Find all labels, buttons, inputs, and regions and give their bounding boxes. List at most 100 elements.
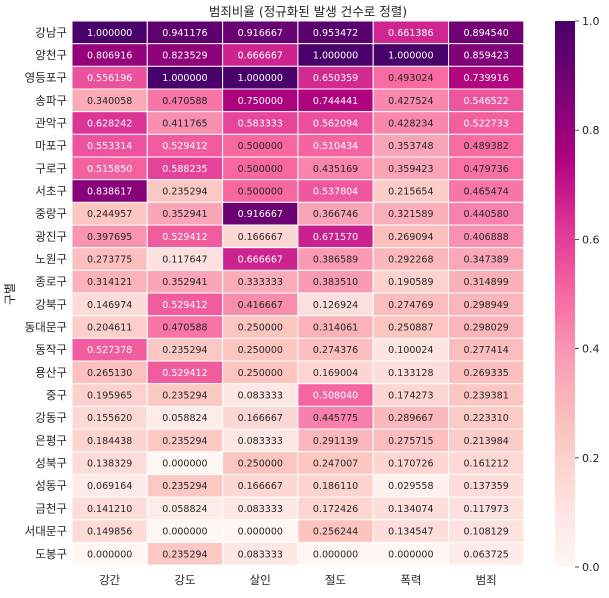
- cell-value-label: 0.321589: [388, 209, 433, 220]
- colorbar-tick-label: 0.2: [582, 452, 600, 465]
- cell-value-label: 0.500000: [238, 141, 283, 152]
- row-label: 동작구: [35, 343, 67, 357]
- cell-value-label: 0.588235: [162, 164, 207, 175]
- cell-value-label: 0.941176: [162, 28, 207, 39]
- cell-value-label: 0.117973: [463, 504, 508, 515]
- cell-value-label: 0.146974: [87, 300, 132, 311]
- cell-value-label: 0.650359: [313, 73, 358, 84]
- cell-value-label: 0.235294: [162, 391, 207, 402]
- cell-value-label: 0.583333: [238, 119, 283, 130]
- cell-value-label: 0.465474: [463, 187, 508, 198]
- cell-value-label: 0.117647: [162, 255, 207, 266]
- cell-value-label: 0.141210: [87, 504, 132, 515]
- cell-value-label: 0.859423: [463, 51, 508, 62]
- cell-value-label: 0.529412: [162, 368, 207, 379]
- colorbar-tick-label: 0.6: [582, 233, 600, 246]
- cell-value-label: 0.223310: [463, 413, 508, 424]
- cell-value-label: 0.894540: [463, 28, 508, 39]
- row-label: 중랑구: [35, 207, 67, 221]
- cell-value-label: 0.244957: [87, 209, 132, 220]
- cell-value-label: 0.161212: [463, 459, 508, 470]
- cell-value-label: 0.134547: [388, 527, 433, 538]
- cell-value-label: 0.239381: [463, 391, 508, 402]
- cell-value-label: 0.527378: [87, 345, 132, 356]
- heatmap-cell: [448, 541, 525, 566]
- colorbar-tick-label: 0.4: [582, 343, 600, 356]
- row-label: 송파구: [35, 93, 67, 107]
- cell-value-label: 0.273775: [87, 255, 132, 266]
- cell-value-label: 0.247007: [313, 459, 358, 470]
- column-label: 절도: [325, 573, 346, 587]
- colorbar-tick-label: 0.0: [582, 561, 600, 574]
- cell-value-label: 0.435169: [313, 164, 358, 175]
- cell-value-label: 0.806916: [87, 51, 132, 62]
- cell-value-label: 0.445775: [313, 413, 358, 424]
- cell-value-label: 0.427524: [388, 96, 433, 107]
- cell-value-label: 0.000000: [313, 549, 358, 560]
- cell-value-label: 0.291139: [313, 436, 358, 447]
- cell-value-label: 0.250000: [238, 459, 283, 470]
- cell-value-label: 0.134074: [388, 504, 433, 515]
- cell-value-label: 0.265130: [87, 368, 132, 379]
- row-label: 서초구: [35, 184, 67, 198]
- cell-value-label: 0.666667: [238, 255, 283, 266]
- row-label: 영등포구: [25, 71, 67, 85]
- cell-value-label: 0.546522: [463, 96, 508, 107]
- cell-value-label: 0.269335: [463, 368, 508, 379]
- cell-value-label: 0.083333: [238, 391, 283, 402]
- row-label: 노원구: [35, 252, 67, 266]
- cell-value-label: 0.500000: [238, 187, 283, 198]
- cell-value-label: 1.000000: [162, 73, 207, 84]
- cell-value-label: 0.274769: [388, 300, 433, 311]
- cell-value-label: 0.172426: [313, 504, 358, 515]
- cell-value-label: 0.529412: [162, 232, 207, 243]
- cell-value-label: 1.000000: [238, 73, 283, 84]
- cell-value-label: 0.838617: [87, 187, 132, 198]
- cell-value-label: 0.386589: [313, 255, 358, 266]
- cell-value-label: 0.235294: [162, 345, 207, 356]
- cell-value-label: 0.628242: [87, 119, 132, 130]
- column-labels: 강간 강도 살인 절도 폭력 범죄: [99, 573, 497, 587]
- cell-value-label: 0.347389: [463, 255, 508, 266]
- cell-value-label: 0.277414: [463, 345, 508, 356]
- cell-value-label: 0.522733: [463, 119, 508, 130]
- row-label: 강북구: [35, 297, 67, 311]
- cell-value-label: 0.235294: [162, 187, 207, 198]
- cell-value-label: 0.537804: [313, 187, 358, 198]
- cell-value-label: 0.138329: [87, 459, 132, 470]
- cell-value-label: 0.333333: [238, 277, 283, 288]
- row-label: 성북구: [35, 456, 67, 470]
- cell-value-label: 0.823529: [162, 51, 207, 62]
- cell-value-label: 0.137359: [463, 481, 508, 492]
- cell-value-label: 1.000000: [388, 51, 433, 62]
- row-label: 구로구: [35, 161, 67, 175]
- cell-value-label: 0.250000: [238, 368, 283, 379]
- cell-value-label: 0.340058: [87, 96, 132, 107]
- cell-value-label: 0.428234: [388, 119, 433, 130]
- cell-value-label: 0.289667: [388, 413, 433, 424]
- cell-value-label: 0.235294: [162, 549, 207, 560]
- cell-value-label: 0.166667: [238, 413, 283, 424]
- cell-value-label: 0.529412: [162, 141, 207, 152]
- cell-value-label: 0.440580: [463, 209, 508, 220]
- cell-value-label: 0.515850: [87, 164, 132, 175]
- cell-value-label: 0.292268: [388, 255, 433, 266]
- cell-value-label: 0.133128: [388, 368, 433, 379]
- cell-value-label: 0.126924: [313, 300, 358, 311]
- cell-value-label: 0.274376: [313, 345, 358, 356]
- row-label: 양천구: [35, 48, 67, 62]
- chart-title: 범죄비율 (정규화된 발생 건수로 정렬): [209, 4, 407, 19]
- colorbar-tick-label: 1.0: [582, 15, 600, 28]
- cell-value-label: 0.353748: [388, 141, 433, 152]
- cell-value-label: 0.169004: [313, 368, 358, 379]
- cell-value-label: 0.553314: [87, 141, 132, 152]
- cell-value-label: 0.000000: [162, 527, 207, 538]
- y-axis-label: 구별: [3, 283, 17, 305]
- cell-value-label: 0.235294: [162, 436, 207, 447]
- cell-value-label: 0.411765: [162, 119, 207, 130]
- cell-value-label: 0.314899: [463, 277, 508, 288]
- colorbar-tick-label: 0.8: [582, 124, 600, 137]
- column-label: 폭력: [400, 573, 421, 587]
- cell-value-label: 0.108129: [463, 527, 508, 538]
- cell-value-label: 0.916667: [238, 209, 283, 220]
